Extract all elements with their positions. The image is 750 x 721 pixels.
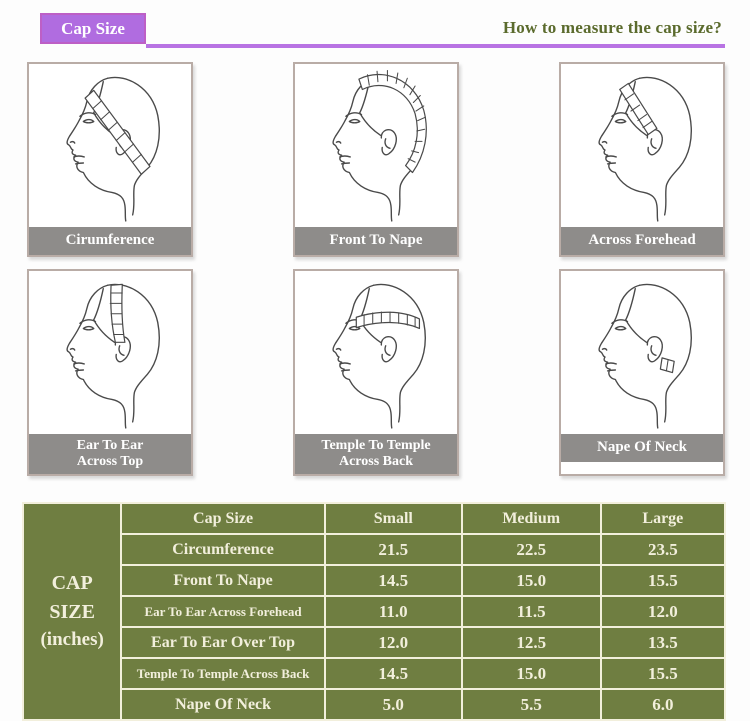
diagram-across-forehead: Across Forehead — [559, 62, 725, 257]
cell-value: 15.0 — [460, 564, 602, 598]
row-label: Nape Of Neck — [120, 688, 326, 721]
cell-value: 5.0 — [323, 688, 463, 721]
measuring-tape-band — [84, 89, 151, 175]
table-row: Temple To Temple Across Back 14.5 15.0 1… — [23, 657, 727, 691]
table-row: Circumference 21.5 22.5 23.5 — [23, 533, 727, 567]
cell-value: 23.5 — [599, 533, 727, 567]
diagram-row-1: Cirumference Front To Nape — [0, 54, 750, 257]
cell-value: 15.0 — [460, 657, 602, 691]
page-title: How to measure the cap size? — [502, 18, 722, 37]
measuring-tape-band — [618, 82, 658, 136]
head-profile-illustration — [295, 271, 457, 434]
row-label: Circumference — [120, 533, 326, 567]
cell-value: 11.5 — [460, 595, 602, 629]
cap-size-badge: Cap Size — [40, 13, 146, 44]
cell-value: 15.5 — [599, 564, 727, 598]
cell-value: 5.5 — [460, 688, 602, 721]
diagram-temple-to-temple: Temple To Temple Across Back — [293, 269, 459, 477]
diagram-row-2: Ear To Ear Across Top Temple To Temple A… — [0, 257, 750, 477]
cell-value: 22.5 — [460, 533, 602, 567]
cell-value: 21.5 — [323, 533, 463, 567]
table-corner-header: CAP SIZE (inches) — [21, 502, 123, 721]
row-label: Ear To Ear Over Top — [120, 626, 326, 660]
diagram-front-to-nape: Front To Nape — [293, 62, 459, 257]
row-label: Front To Nape — [120, 564, 326, 598]
diagram-label: Nape Of Neck — [561, 434, 723, 462]
measuring-tape-band — [358, 69, 427, 174]
diagram-circumference: Cirumference — [27, 62, 193, 257]
column-header-cap-size: Cap Size — [120, 502, 326, 536]
diagram-label: Front To Nape — [295, 227, 457, 255]
diagram-label: Cirumference — [29, 227, 191, 255]
row-label: Ear To Ear Across Forehead — [120, 595, 326, 629]
measuring-tape-band — [109, 283, 126, 343]
table-row: Ear To Ear Over Top 12.0 12.5 13.5 — [23, 626, 727, 660]
column-header-small: Small — [323, 502, 463, 536]
table-row: Ear To Ear Across Forehead 11.0 11.5 12.… — [23, 595, 727, 629]
head-profile-illustration — [561, 64, 723, 227]
cell-value: 6.0 — [599, 688, 727, 721]
table-header-row: CAP SIZE (inches) Cap Size Small Medium … — [21, 502, 727, 721]
table-row: Front To Nape 14.5 15.0 15.5 — [23, 564, 727, 598]
table-row: Nape Of Neck 5.0 5.5 6.0 — [23, 688, 727, 721]
head-profile-illustration — [29, 271, 191, 434]
cell-value: 11.0 — [323, 595, 463, 629]
cell-value: 14.5 — [323, 564, 463, 598]
purple-divider — [146, 44, 725, 48]
cap-size-badge-label: Cap Size — [61, 18, 125, 38]
measuring-tape-band — [659, 357, 675, 374]
diagram-label: Across Forehead — [561, 227, 723, 255]
head-profile-illustration — [561, 271, 723, 434]
column-header-medium: Medium — [460, 502, 602, 536]
cell-value: 12.5 — [460, 626, 602, 660]
cell-value: 15.5 — [599, 657, 727, 691]
page-header: Cap Size How to measure the cap size? — [0, 0, 750, 54]
cell-value: 12.0 — [599, 595, 727, 629]
head-profile-illustration — [295, 64, 457, 227]
cell-value: 14.5 — [323, 657, 463, 691]
column-header-large: Large — [599, 502, 727, 536]
measuring-tape-band — [355, 311, 420, 330]
row-label: Temple To Temple Across Back — [120, 657, 326, 691]
cell-value: 13.5 — [599, 626, 727, 660]
diagram-ear-to-ear-across-top: Ear To Ear Across Top — [27, 269, 193, 477]
head-profile-illustration — [29, 64, 191, 227]
diagram-label: Temple To Temple Across Back — [295, 434, 457, 475]
cell-value: 12.0 — [323, 626, 463, 660]
cap-size-table: CAP SIZE (inches) Cap Size Small Medium … — [21, 502, 727, 721]
diagram-label: Ear To Ear Across Top — [29, 434, 191, 475]
diagram-nape-of-neck: Nape Of Neck — [559, 269, 725, 477]
